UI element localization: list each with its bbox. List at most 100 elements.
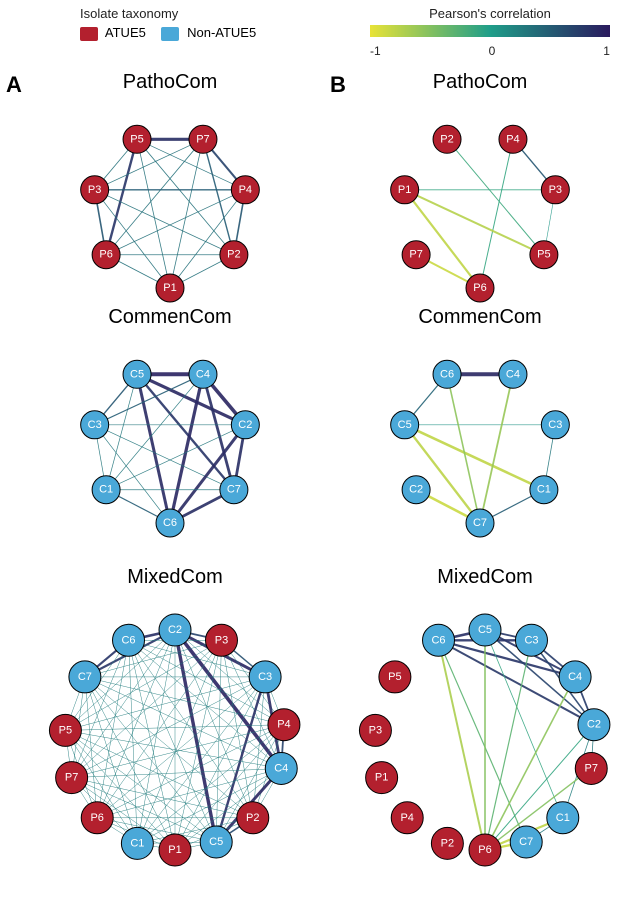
network-node xyxy=(220,476,248,504)
legend: Isolate taxonomy ATUE5 Non-ATUE5 Pearson… xyxy=(0,6,633,66)
network-edge xyxy=(137,374,170,523)
network-node xyxy=(189,360,217,388)
network-node xyxy=(123,360,151,388)
network-node xyxy=(559,661,591,693)
gradient-tick-max: 1 xyxy=(603,44,610,58)
network-edge xyxy=(137,818,252,844)
network-node xyxy=(121,827,153,859)
title-b-mixedcom: MixedCom xyxy=(345,566,625,589)
network-node xyxy=(547,802,579,834)
network-node xyxy=(56,762,88,794)
network-edge xyxy=(170,139,203,288)
network-node xyxy=(205,624,237,656)
network-edge xyxy=(106,374,203,489)
graph-a-commencom: C5C4C3C2C1C7C6 xyxy=(35,330,305,540)
network-node xyxy=(189,125,217,153)
panel-label-b: B xyxy=(330,72,346,98)
gradient-tick-mid: 0 xyxy=(489,44,496,58)
network-node xyxy=(575,752,607,784)
network-node xyxy=(466,274,494,302)
network-node xyxy=(123,125,151,153)
network-node xyxy=(81,411,109,439)
network-node xyxy=(391,176,419,204)
network-node xyxy=(499,360,527,388)
network-node xyxy=(423,624,455,656)
network-node xyxy=(49,714,81,746)
network-node xyxy=(578,709,610,741)
title-b-pathocom: PathoCom xyxy=(345,71,615,94)
network-edge xyxy=(137,139,170,288)
legend-taxonomy-title: Isolate taxonomy xyxy=(80,6,268,21)
network-node xyxy=(220,241,248,269)
graph-b-commencom: C6C4C5C3C2C1C7 xyxy=(345,330,615,540)
network-node xyxy=(466,509,494,537)
legend-taxonomy: Isolate taxonomy ATUE5 Non-ATUE5 xyxy=(80,6,268,41)
network-node xyxy=(156,274,184,302)
network-node xyxy=(530,476,558,504)
graph-b-mixedcom: C5C6C3P5C4P3C2P1P7P4C1P2C7P6 xyxy=(345,590,625,870)
graph-a-mixedcom: C2C6P3C7C3P5P4P7C4P6P2C1C5P1 xyxy=(35,590,315,870)
graph-a-pathocom: P5P7P3P4P6P2P1 xyxy=(35,95,305,305)
legend-item-non-atue5: Non-ATUE5 xyxy=(161,25,256,41)
network-edge xyxy=(439,640,527,842)
figure-page: { "legend": { "taxonomy_title": "Isolate… xyxy=(0,0,633,908)
network-edge xyxy=(95,190,170,288)
network-edge xyxy=(480,139,513,288)
legend-gradient-title: Pearson's correlation xyxy=(370,6,610,21)
network-edge xyxy=(485,725,594,850)
panel-label-a: A xyxy=(6,72,22,98)
network-node xyxy=(541,411,569,439)
network-edge xyxy=(170,190,245,288)
network-node xyxy=(268,709,300,741)
network-node xyxy=(231,176,259,204)
network-node xyxy=(431,827,463,859)
network-node xyxy=(499,125,527,153)
network-node xyxy=(81,176,109,204)
network-node xyxy=(265,752,297,784)
legend-swatch-atue5 xyxy=(80,27,98,41)
network-node xyxy=(92,241,120,269)
gradient-bar xyxy=(370,25,610,37)
network-edge xyxy=(405,190,480,288)
network-node xyxy=(433,125,461,153)
network-node xyxy=(231,411,259,439)
legend-label-atue5: ATUE5 xyxy=(105,25,146,40)
network-node xyxy=(81,802,113,834)
network-node xyxy=(366,762,398,794)
title-a-mixedcom: MixedCom xyxy=(35,566,315,589)
gradient-tick-min: -1 xyxy=(370,44,381,58)
network-edge xyxy=(447,139,544,254)
network-node xyxy=(402,241,430,269)
legend-item-atue5: ATUE5 xyxy=(80,25,146,41)
network-edge xyxy=(480,374,513,523)
network-node xyxy=(359,714,391,746)
network-node xyxy=(391,411,419,439)
network-node xyxy=(402,476,430,504)
legend-label-non-atue5: Non-ATUE5 xyxy=(187,25,256,40)
title-b-commencom: CommenCom xyxy=(345,306,615,329)
network-edge xyxy=(485,640,531,850)
network-node xyxy=(92,476,120,504)
network-node xyxy=(69,661,101,693)
network-node xyxy=(541,176,569,204)
network-node xyxy=(510,826,542,858)
network-node xyxy=(391,802,423,834)
network-edge xyxy=(137,139,234,254)
network-node xyxy=(249,661,281,693)
legend-swatch-non-atue5 xyxy=(161,27,179,41)
network-node xyxy=(433,360,461,388)
network-node xyxy=(469,834,501,866)
network-node xyxy=(515,624,547,656)
network-node xyxy=(469,614,501,646)
network-node xyxy=(156,509,184,537)
network-node xyxy=(379,661,411,693)
title-a-commencom: CommenCom xyxy=(35,306,305,329)
network-node xyxy=(237,802,269,834)
legend-gradient: Pearson's correlation -1 0 1 xyxy=(370,6,610,58)
network-edge xyxy=(439,640,485,850)
network-node xyxy=(159,614,191,646)
network-node xyxy=(200,826,232,858)
network-edge xyxy=(65,730,281,768)
gradient-ticks: -1 0 1 xyxy=(370,44,610,58)
network-node xyxy=(113,624,145,656)
